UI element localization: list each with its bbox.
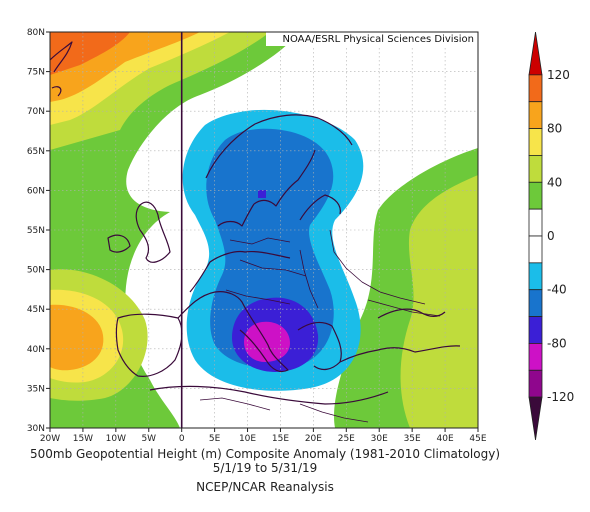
colorbar-bin <box>528 343 543 371</box>
colorbar-bin <box>528 289 543 317</box>
longitude-tick-label: 10W <box>106 434 126 444</box>
latitude-tick-label: 45N <box>27 305 45 315</box>
longitude-tick-label: 45E <box>469 434 486 444</box>
colorbar-bin <box>528 262 543 291</box>
latitude-tick-label: 65N <box>27 147 45 157</box>
colorbar-bin <box>528 31 543 76</box>
longitude-tick-label: 35E <box>404 434 421 444</box>
colorbar-bin <box>528 181 543 210</box>
latitude-tick-label: 60N <box>27 186 45 196</box>
longitude-tick-label: 15W <box>73 434 93 444</box>
longitude-tick-label: 30E <box>371 434 388 444</box>
colorbar-label: 80 <box>547 122 562 136</box>
latitude-tick-label: 30N <box>27 424 45 434</box>
colorbar-label: 40 <box>547 175 562 189</box>
latitude-tick-label: 80N <box>27 28 45 38</box>
latitude-tick-label: 40N <box>27 345 45 355</box>
latitude-tick-label: 75N <box>27 68 45 78</box>
colorbar-bin <box>528 128 543 156</box>
longitude-tick-label: 20W <box>40 434 60 444</box>
colorbar-label: 0 <box>547 229 555 243</box>
coastlines <box>50 41 461 405</box>
colorbar-label: -120 <box>547 390 574 404</box>
longitude-tick-label: 5W <box>141 434 156 444</box>
colorbar: 120 80 40 0 -40 -80 -120 <box>528 31 574 441</box>
caption-source: NCEP/NCAR Reanalysis <box>196 480 334 494</box>
colorbar-bin <box>528 208 543 237</box>
longitude-tick-label: 40E <box>437 434 454 444</box>
credit-box <box>266 32 478 46</box>
longitude-tick-label: 5E <box>209 434 221 444</box>
latitude-tick-label: 50N <box>27 266 45 276</box>
colorbar-bin <box>528 74 543 103</box>
caption-title: 500mb Geopotential Height (m) Composite … <box>29 447 500 461</box>
positive-anomaly-east <box>334 148 478 428</box>
caption-date-range: 5/1/19 to 5/31/19 <box>212 461 318 475</box>
latitude-tick-labels: 80N 75N 70N 65N 60N 55N 50N 45N 40N 35N 30N <box>27 28 50 434</box>
map-panel <box>50 32 478 428</box>
latitude-tick-label: 55N <box>27 226 45 236</box>
longitude-tick-label: 20E <box>305 434 322 444</box>
colorbar-label: -80 <box>547 336 567 350</box>
colorbar-bin <box>528 316 543 344</box>
colorbar-bin <box>528 396 543 441</box>
positive-anomaly-northwest <box>50 32 300 428</box>
longitude-tick-label: 10E <box>239 434 256 444</box>
latitude-tick-label: 70N <box>27 107 45 117</box>
colorbar-label: -40 <box>547 283 567 297</box>
colorbar-bin <box>528 101 543 129</box>
longitude-tick-labels: 20W 15W 10W 5W 0 5E 10E 15E 20E 25E 30E 35E 40E 45E <box>40 428 487 444</box>
latitude-tick-label: 35N <box>27 384 45 394</box>
longitude-tick-label: 0 <box>179 434 185 444</box>
colorbar-bin <box>528 369 543 398</box>
colorbar-bin <box>528 155 543 183</box>
longitude-tick-label: 25E <box>338 434 355 444</box>
colorbar-label: 120 <box>547 68 570 82</box>
longitude-tick-label: 15E <box>272 434 289 444</box>
political-borders <box>199 229 441 423</box>
colorbar-bin <box>528 235 543 264</box>
credit-text: NOAA/ESRL Physical Sciences Division <box>283 34 475 45</box>
negative-anomaly-trough <box>182 109 364 391</box>
